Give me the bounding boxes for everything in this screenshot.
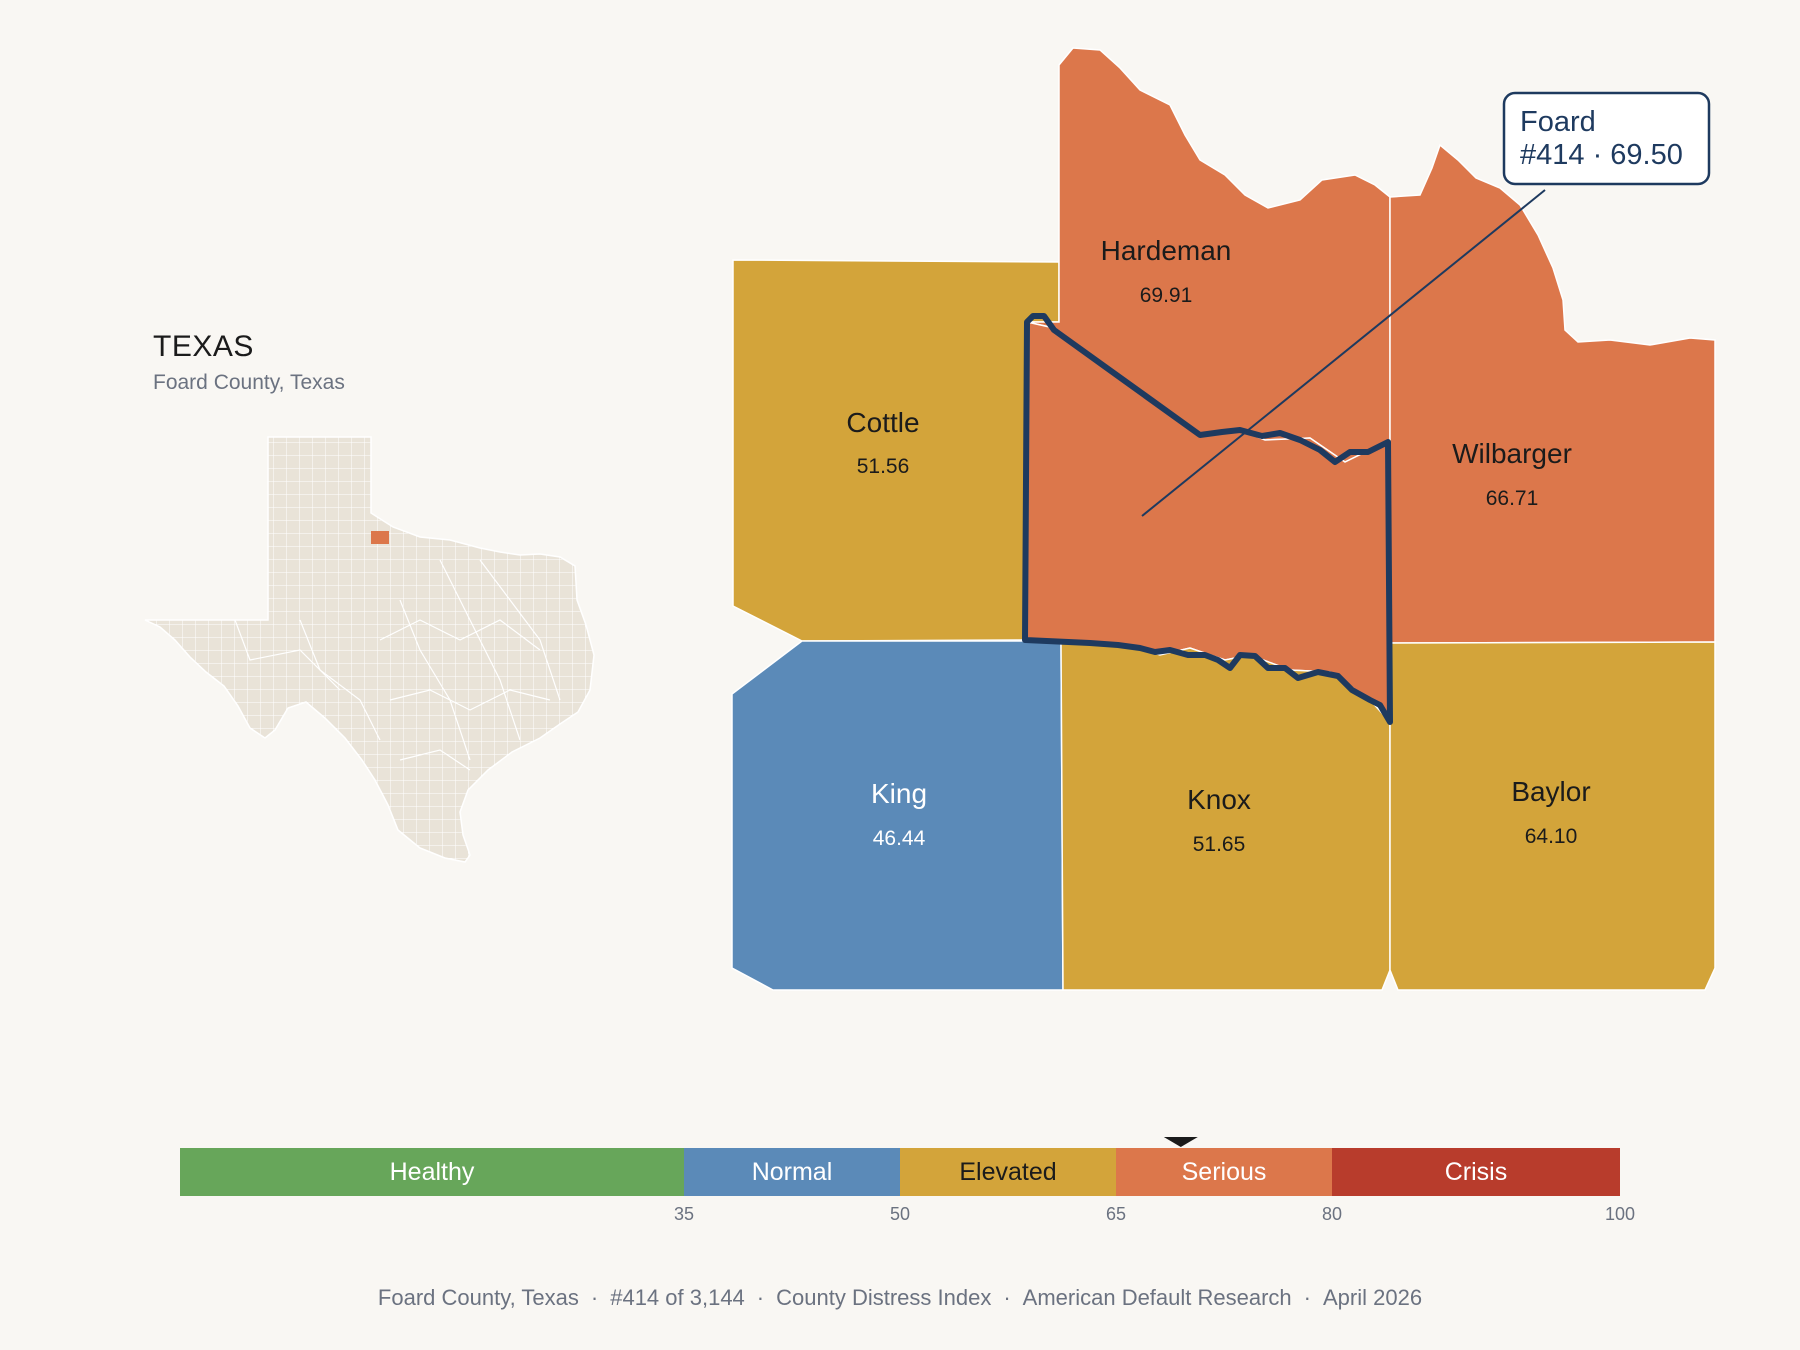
footer-caption: Foard County, Texas · #414 of 3,144 · County… [377, 1285, 1423, 1310]
legend-tick-50: 50 [890, 1204, 910, 1224]
callout-detail: #414 · 69.50 [1520, 139, 1683, 171]
legend-marker [1163, 1137, 1198, 1147]
legend-label-elevated: Elevated [959, 1158, 1056, 1186]
legend-tick-100: 100 [1605, 1204, 1635, 1224]
state-subtitle: Foard County, Texas [153, 371, 345, 394]
legend-label-crisis: Crisis [1445, 1158, 1508, 1186]
county-label-baylor: Baylor [1511, 776, 1590, 807]
legend-segment-healthy [180, 1148, 684, 1196]
county-label-king: King [871, 778, 927, 809]
county-cottle [732, 259, 1060, 642]
legend-segment-serious [1116, 1148, 1332, 1196]
callout-county-name: Foard [1520, 106, 1596, 138]
inset-foard-highlight [371, 531, 389, 544]
county-value-knox: 51.65 [1193, 833, 1246, 856]
legend-segment-normal [684, 1148, 900, 1196]
legend-segment-crisis [1332, 1148, 1620, 1196]
county-label-hardeman: Hardeman [1101, 235, 1232, 266]
legend-tick-35: 35 [674, 1204, 694, 1224]
county-value-king: 46.44 [873, 827, 926, 850]
county-value-hardeman: 69.91 [1140, 284, 1193, 307]
county-king [731, 640, 1064, 991]
county-label-knox: Knox [1187, 784, 1251, 815]
county-value-baylor: 64.10 [1525, 825, 1578, 848]
legend-tick-65: 65 [1106, 1204, 1126, 1224]
county-value-wilbarger: 66.71 [1486, 487, 1539, 510]
footer-source: American Default Research [1022, 1285, 1292, 1310]
county-knox [1060, 640, 1391, 991]
county-label-cottle: Cottle [846, 407, 919, 438]
county-label-wilbarger: Wilbarger [1452, 438, 1572, 469]
footer-date: April 2026 [1323, 1285, 1423, 1310]
foard-callout: Foard #414 · 69.50 [1502, 91, 1711, 186]
callout-leader-line [1141, 189, 1546, 517]
county-map [731, 47, 1716, 991]
legend-label-normal: Normal [752, 1158, 833, 1186]
foard-outline [1022, 313, 1393, 725]
county-baylor [1389, 641, 1716, 991]
state-title: TEXAS [153, 330, 254, 363]
footer-county: Foard County, Texas [377, 1285, 579, 1310]
legend-bar: Healthy Normal Elevated Serious Crisis 35 50 65… [180, 1137, 1635, 1224]
texas-inset-map [144, 436, 595, 863]
legend-segment-elevated [900, 1148, 1116, 1196]
footer-index: County Distress Index [776, 1285, 992, 1310]
footer-rank: #414 of 3,144 [610, 1285, 745, 1310]
county-value-cottle: 51.56 [857, 455, 910, 478]
legend-label-serious: Serious [1182, 1158, 1267, 1186]
legend-label-healthy: Healthy [390, 1158, 475, 1186]
county-wilbarger [1389, 143, 1716, 644]
texas-outline [144, 436, 595, 863]
legend-tick-80: 80 [1322, 1204, 1342, 1224]
